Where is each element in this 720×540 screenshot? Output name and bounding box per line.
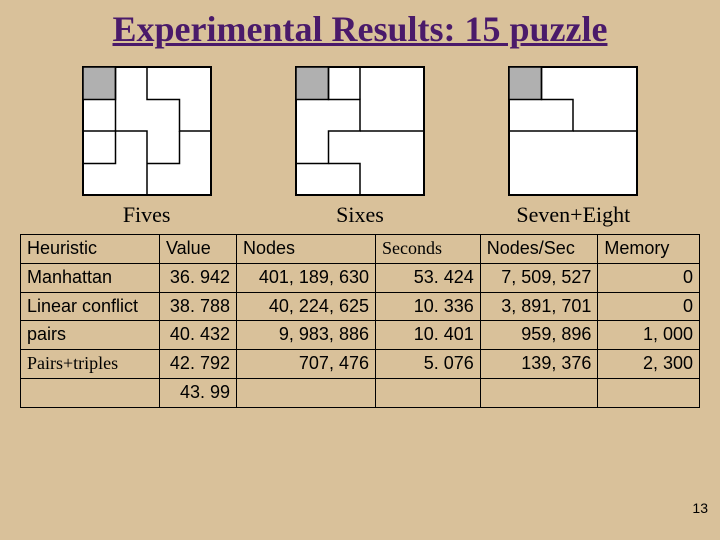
cell-heuristic	[21, 378, 160, 407]
table-row: 43. 99	[21, 378, 700, 407]
fives-svg	[82, 66, 212, 196]
cell-nodes: 707, 476	[236, 350, 375, 379]
th-memory: Memory	[598, 235, 700, 264]
diagram-fives: Fives	[82, 66, 212, 228]
cell-memory: 1, 000	[598, 321, 700, 350]
table-row: Manhattan 36. 942 401, 189, 630 53. 424 …	[21, 263, 700, 292]
cell-seconds: 10. 336	[375, 292, 480, 321]
cell-value: 42. 792	[160, 350, 237, 379]
seven-eight-label: Seven+Eight	[516, 202, 630, 228]
sixes-label: Sixes	[336, 202, 384, 228]
slide: Experimental Results: 15 puzzle Fives	[0, 0, 720, 540]
table-header-row: Heuristic Value Nodes Seconds Nodes/Sec …	[21, 235, 700, 264]
cell-nodes	[236, 378, 375, 407]
cell-nodes-sec	[480, 378, 598, 407]
cell-memory: 0	[598, 292, 700, 321]
cell-value: 36. 942	[160, 263, 237, 292]
results-table: Heuristic Value Nodes Seconds Nodes/Sec …	[20, 234, 700, 408]
seven-eight-svg	[508, 66, 638, 196]
cell-memory	[598, 378, 700, 407]
cell-heuristic: Manhattan	[21, 263, 160, 292]
th-value: Value	[160, 235, 237, 264]
cell-nodes: 401, 189, 630	[236, 263, 375, 292]
page-number: 13	[692, 500, 708, 516]
table-row: Pairs+triples 42. 792 707, 476 5. 076 13…	[21, 350, 700, 379]
slide-title: Experimental Results: 15 puzzle	[20, 8, 700, 50]
cell-seconds: 10. 401	[375, 321, 480, 350]
cell-nodes: 9, 983, 886	[236, 321, 375, 350]
th-seconds: Seconds	[375, 235, 480, 264]
cell-seconds	[375, 378, 480, 407]
table-clip: Heuristic Value Nodes Seconds Nodes/Sec …	[20, 234, 700, 494]
cell-seconds: 53. 424	[375, 263, 480, 292]
cell-memory: 2, 300	[598, 350, 700, 379]
th-nodes: Nodes	[236, 235, 375, 264]
cell-nodes-sec: 959, 896	[480, 321, 598, 350]
cell-nodes: 40, 224, 625	[236, 292, 375, 321]
cell-seconds: 5. 076	[375, 350, 480, 379]
table-row: Linear conflict 38. 788 40, 224, 625 10.…	[21, 292, 700, 321]
cell-heuristic: pairs	[21, 321, 160, 350]
diagram-seven-eight: Seven+Eight	[508, 66, 638, 228]
cell-heuristic: Pairs+triples	[21, 350, 160, 379]
cell-nodes-sec: 7, 509, 527	[480, 263, 598, 292]
cell-nodes-sec: 3, 891, 701	[480, 292, 598, 321]
table-row: pairs 40. 432 9, 983, 886 10. 401 959, 8…	[21, 321, 700, 350]
cell-value: 38. 788	[160, 292, 237, 321]
cell-nodes-sec: 139, 376	[480, 350, 598, 379]
cell-memory: 0	[598, 263, 700, 292]
cell-value: 40. 432	[160, 321, 237, 350]
cell-heuristic: Linear conflict	[21, 292, 160, 321]
cell-value: 43. 99	[160, 378, 237, 407]
th-heuristic: Heuristic	[21, 235, 160, 264]
diagram-row: Fives Sixes Seven+Eight	[40, 66, 680, 228]
sixes-svg	[295, 66, 425, 196]
th-nodes-sec: Nodes/Sec	[480, 235, 598, 264]
diagram-sixes: Sixes	[295, 66, 425, 228]
fives-label: Fives	[123, 202, 171, 228]
